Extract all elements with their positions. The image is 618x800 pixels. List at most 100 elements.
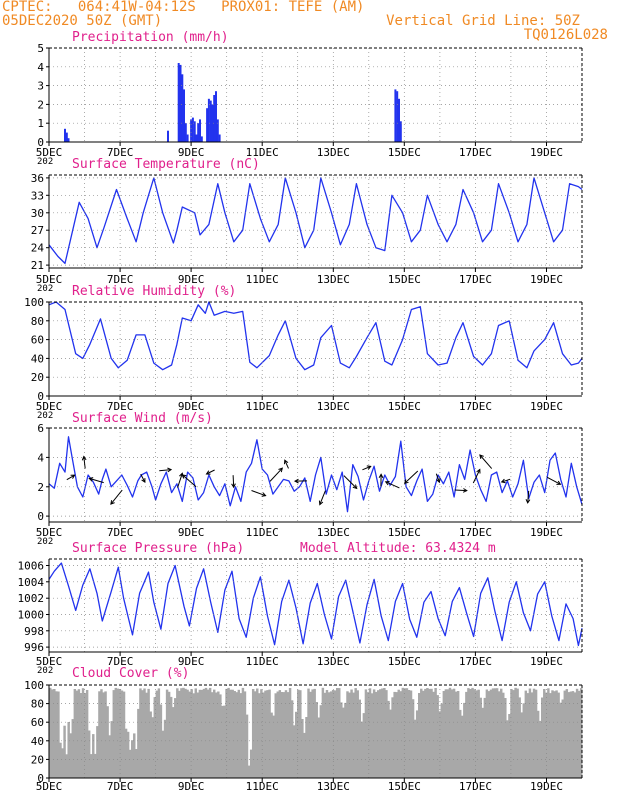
- cloud-cover-bar: [167, 691, 171, 778]
- cloud-cover-bar: [520, 712, 523, 778]
- precipitation-xtick-label: 5DEC: [36, 146, 63, 159]
- cloud-cover-bar: [399, 691, 402, 778]
- cloud-cover-bar: [59, 742, 62, 778]
- precipitation-bar: [197, 123, 200, 142]
- cloud-cover-bar: [395, 692, 398, 778]
- cloud-cover-bar: [374, 691, 378, 778]
- wind-arrow: [140, 473, 146, 483]
- cloud-cover-bar: [401, 687, 405, 778]
- wind-arrow: [501, 478, 511, 483]
- precipitation-bar: [195, 134, 198, 142]
- precipitation-year-label: 202: [37, 157, 53, 167]
- cloud-cover-ytick-label: 100: [24, 679, 44, 692]
- cloud-cover-bar: [563, 690, 566, 778]
- cloud-cover-bar: [549, 693, 552, 778]
- wind-arrow: [232, 475, 235, 488]
- precipitation-bar: [207, 98, 210, 142]
- cloud-cover-bar: [350, 689, 353, 778]
- cloud-cover-bar: [319, 705, 323, 778]
- wind-arrows: [66, 454, 562, 506]
- temperature-ytick-label: 24: [31, 242, 45, 255]
- cloud-cover-bar: [379, 689, 382, 778]
- cloud-cover-bar: [518, 697, 521, 778]
- precipitation-xtick-label: 15DEC: [388, 146, 421, 159]
- cloud-cover-bar: [147, 688, 150, 778]
- cloud-cover-bar: [454, 691, 458, 778]
- cloud-cover-bar: [485, 689, 489, 778]
- cloud-cover-bar: [301, 719, 304, 778]
- cloud-cover-bar: [297, 689, 300, 778]
- pressure-xtick-label: 17DEC: [459, 655, 492, 668]
- temperature-ytick-label: 36: [31, 172, 44, 185]
- precipitation-bar: [64, 128, 66, 142]
- cloud-cover-bar: [161, 730, 165, 778]
- cloud-cover-bar: [446, 689, 450, 778]
- cloud-cover-bar: [202, 688, 206, 778]
- wind-title: Surface Wind (m/s): [72, 411, 213, 426]
- cloud-cover-bar: [456, 691, 460, 778]
- cloud-cover-bar: [96, 726, 99, 778]
- humidity-xtick-label: 7DEC: [107, 400, 134, 413]
- cloud-cover-bar: [387, 700, 390, 778]
- cloud-cover-bar: [174, 698, 177, 778]
- cloud-cover-ytick-label: 80: [31, 698, 44, 711]
- cloud-cover-bar: [381, 688, 384, 778]
- cloud-cover-bar: [448, 687, 452, 778]
- cloud-cover-bar: [336, 688, 339, 778]
- cloud-cover-bar: [217, 691, 220, 778]
- cloud-cover-bar: [268, 689, 271, 778]
- precipitation-xtick-label: 19DEC: [530, 146, 563, 159]
- cloud-cover-bar: [573, 692, 577, 778]
- cloud-cover-bar: [256, 688, 259, 778]
- pressure-xtick-label: 15DEC: [388, 655, 421, 668]
- precipitation-bar: [398, 98, 400, 142]
- temperature-line: [48, 177, 583, 265]
- cloud-cover-bar: [204, 687, 208, 778]
- precipitation-bar: [65, 132, 68, 142]
- precipitation-bar: [216, 119, 219, 142]
- temperature-xtick-label: 5DEC: [36, 273, 63, 286]
- cloud-cover-bar: [251, 689, 255, 778]
- precipitation-bar: [183, 89, 185, 142]
- temperature-ytick-label: 27: [31, 224, 44, 237]
- precipitation-bar: [394, 89, 397, 142]
- humidity-xtick-label: 15DEC: [388, 400, 421, 413]
- precipitation-xtick-label: 11DEC: [246, 146, 279, 159]
- cloud-cover-bar: [295, 711, 298, 778]
- cloud-cover-bar: [362, 713, 366, 778]
- precipitation-bar: [67, 138, 70, 142]
- pressure-xtick-label: 9DEC: [178, 655, 205, 668]
- humidity-ytick-label: 40: [31, 352, 44, 365]
- cloud-cover-ytick-label: 0: [37, 772, 44, 785]
- wind-ytick-label: 0: [37, 510, 44, 523]
- precipitation-ytick-label: 4: [37, 61, 44, 74]
- precipitation-bar: [199, 119, 201, 142]
- cloud-cover-bar: [385, 690, 388, 778]
- cloud-cover-bar: [436, 695, 439, 778]
- cloud-cover-ytick-label: 20: [31, 753, 44, 766]
- precipitation-bar: [193, 121, 196, 142]
- cloud-cover-bar: [227, 687, 230, 778]
- precipitation-bar: [184, 123, 187, 142]
- cloud-cover-bar: [235, 692, 238, 778]
- wind-ytick-label: 4: [37, 451, 44, 464]
- cloud-cover-bar: [229, 689, 232, 778]
- cloud-cover-bar: [57, 691, 60, 778]
- cloud-cover-bar: [463, 702, 466, 778]
- cloud-cover-bar: [288, 688, 292, 778]
- precipitation-xtick-label: 17DEC: [459, 146, 492, 159]
- wind-arrow: [472, 469, 481, 484]
- cloud-cover-bar: [260, 689, 263, 778]
- pressure-xtick-label: 11DEC: [246, 655, 279, 668]
- cloud-cover-bar: [352, 692, 355, 778]
- cloud-cover-bar: [393, 691, 396, 778]
- cloud-cover-bar: [469, 689, 472, 778]
- cloud-cover-bar: [356, 690, 359, 778]
- cloud-cover-bar: [495, 688, 499, 778]
- cloud-cover-bar: [338, 688, 341, 778]
- cloud-cover-bar: [280, 692, 284, 778]
- cloud-cover-bar: [303, 732, 306, 778]
- cloud-cover-bar: [106, 706, 109, 778]
- cloud-cover-bar: [276, 691, 279, 778]
- temperature-ytick-label: 30: [31, 207, 44, 220]
